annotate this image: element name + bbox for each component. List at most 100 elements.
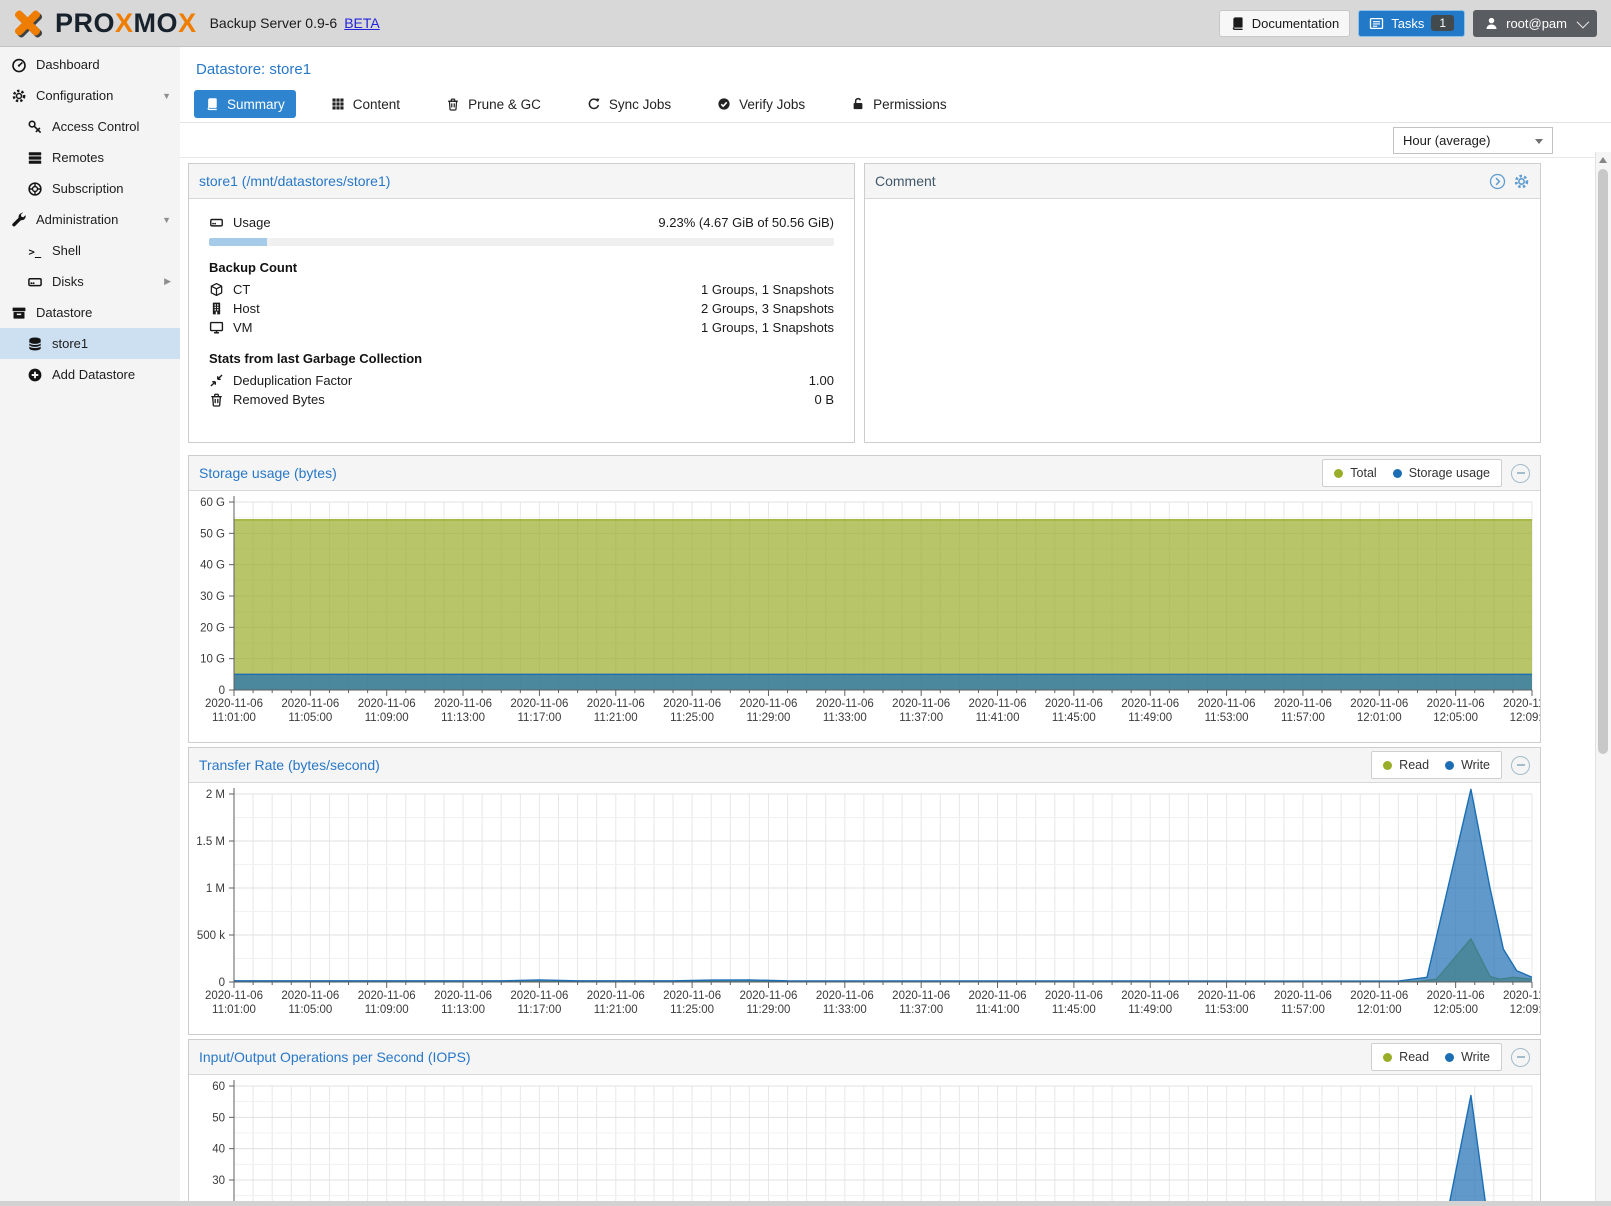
chevron-right-icon: ▶ [164, 276, 171, 286]
collapse-panel-button[interactable] [1511, 755, 1530, 775]
tab-summary[interactable]: Summary [194, 90, 296, 118]
legend-item-total[interactable]: Total [1334, 466, 1377, 480]
svg-text:11:13:00: 11:13:00 [441, 712, 485, 724]
datastore-summary-panel: store1 (/mnt/datastores/store1) Usage 9.… [188, 163, 855, 443]
page-title: Datastore: store1 [196, 61, 312, 78]
comment-panel-title: Comment [875, 173, 936, 189]
tasks-button[interactable]: Tasks 1 [1358, 9, 1466, 37]
legend-item-storage-usage[interactable]: Storage usage [1392, 466, 1490, 480]
collapse-panel-button[interactable] [1511, 463, 1530, 483]
lifering-icon [27, 181, 43, 197]
plus-circle-icon [27, 367, 43, 383]
legend-item-write[interactable]: Write [1445, 758, 1490, 772]
scrollbar-thumb[interactable] [1598, 169, 1608, 754]
tasks-count-badge: 1 [1431, 15, 1455, 31]
svg-text:60: 60 [212, 1081, 225, 1093]
sidebar-item-administration[interactable]: Administration ▼ [0, 204, 180, 235]
comment-panel-header: Comment [865, 164, 1540, 199]
tab-permissions[interactable]: Permissions [840, 90, 958, 118]
chevron-down-icon[interactable]: ▼ [162, 90, 171, 101]
minus-icon [1516, 472, 1525, 474]
tab-verify-jobs[interactable]: Verify Jobs [706, 90, 816, 118]
vertical-scrollbar[interactable] [1595, 152, 1611, 1206]
chart-canvas: 0 10 G 20 G 30 G 40 G 50 G 60 G 2020-11-06 11:01… [189, 491, 1540, 743]
sidebar-item-remotes[interactable]: Remotes [0, 142, 180, 173]
comment-panel: Comment [864, 163, 1541, 443]
svg-text:11:25:00: 11:25:00 [670, 1004, 714, 1016]
legend-item-read[interactable]: Read [1383, 1050, 1429, 1064]
tab-sync-jobs[interactable]: Sync Jobs [576, 90, 682, 118]
sidebar-item-store1[interactable]: store1 [0, 328, 180, 359]
sidebar-item-label: Remotes [52, 150, 105, 165]
svg-text:30: 30 [212, 1175, 225, 1187]
tachometer-icon [11, 57, 27, 73]
svg-text:11:57:00: 11:57:00 [1281, 712, 1325, 724]
gc-stats-rows: Deduplication Factor 1.00 Removed Bytes 0 B [209, 371, 834, 409]
svg-text:11:49:00: 11:49:00 [1128, 712, 1172, 724]
trash-icon [209, 392, 224, 407]
chart-legend: Read Write [1371, 1043, 1502, 1071]
chevron-down-icon[interactable]: ▼ [162, 214, 171, 225]
chevron-right-circle-icon[interactable] [1489, 173, 1506, 190]
timeframe-value: Hour (average) [1403, 132, 1491, 148]
sidebar-item-shell[interactable]: >_ Shell [0, 235, 180, 266]
svg-text:2020-11-06: 2020-11-06 [1274, 698, 1332, 710]
legend-dot-icon [1392, 468, 1402, 478]
svg-text:11:41:00: 11:41:00 [976, 1004, 1020, 1016]
tab-label: Content [352, 96, 401, 112]
chart-title: Input/Output Operations per Second (IOPS… [199, 1049, 471, 1065]
svg-text:2020-11-06: 2020-11-06 [1121, 698, 1179, 710]
datastore-summary-header: store1 (/mnt/datastores/store1) [189, 164, 854, 199]
svg-text:10 G: 10 G [200, 654, 225, 666]
legend-label: Total [1350, 466, 1377, 480]
legend-dot-icon [1383, 1052, 1393, 1062]
datastore-summary-title: store1 (/mnt/datastores/store1) [199, 173, 391, 189]
svg-text:2020-11-06: 2020-11-06 [1198, 990, 1256, 1002]
svg-text:2020-11-06: 2020-11-06 [1503, 990, 1540, 1002]
svg-text:2020-11-06: 2020-11-06 [1274, 990, 1332, 1002]
chart-header: Input/Output Operations per Second (IOPS… [189, 1040, 1540, 1075]
svg-text:11:21:00: 11:21:00 [594, 1004, 638, 1016]
sidebar-item-label: Subscription [52, 181, 124, 196]
storage-usage-chart-panel: Storage usage (bytes) Total Storage usage 0… [188, 455, 1541, 743]
timeframe-select[interactable]: Hour (average) [1393, 126, 1553, 154]
sidebar-item-dashboard[interactable]: Dashboard [0, 49, 180, 80]
documentation-button[interactable]: Documentation [1218, 9, 1351, 37]
stat-label: CT [233, 282, 251, 297]
gear-icon[interactable] [1513, 173, 1530, 190]
sidebar-item-configuration[interactable]: Configuration ▼ [0, 80, 180, 111]
legend-label: Read [1399, 758, 1430, 772]
svg-text:2020-11-06: 2020-11-06 [739, 990, 797, 1002]
legend-dot-icon [1445, 760, 1455, 770]
beta-link[interactable]: BETA [344, 15, 380, 31]
svg-text:11:33:00: 11:33:00 [823, 712, 867, 724]
user-menu-button[interactable]: root@pam [1473, 9, 1597, 37]
tab-prune-gc[interactable]: Prune & GC [435, 90, 552, 118]
scroll-up-arrow-icon[interactable] [1599, 157, 1607, 163]
collapse-panel-button[interactable] [1511, 1047, 1530, 1067]
sidebar-item-add-datastore[interactable]: Add Datastore [0, 359, 180, 390]
svg-text:40: 40 [212, 1144, 225, 1156]
stat-value: 1 Groups, 1 Snapshots [701, 320, 834, 335]
user-icon [1484, 16, 1499, 31]
tab-content[interactable]: Content [320, 90, 411, 118]
sidebar-item-label: Shell [52, 243, 81, 258]
sidebar-item-subscription[interactable]: Subscription [0, 173, 180, 204]
stat-value: 1 Groups, 1 Snapshots [701, 282, 834, 297]
proxmox-logo-icon [10, 6, 46, 40]
svg-text:2020-11-06: 2020-11-06 [358, 698, 416, 710]
terminal-icon: >_ [27, 243, 43, 259]
legend-item-read[interactable]: Read [1383, 758, 1429, 772]
sidebar-item-label: Datastore [36, 305, 93, 320]
sidebar-item-datastore[interactable]: Datastore [0, 297, 180, 328]
sidebar-item-disks[interactable]: Disks ▶ [0, 266, 180, 297]
sidebar-item-access-control[interactable]: Access Control [0, 111, 180, 142]
th-icon [331, 97, 345, 111]
svg-text:2020-11-06: 2020-11-06 [281, 990, 339, 1002]
svg-text:2020-11-06: 2020-11-06 [663, 990, 721, 1002]
tab-label: Prune & GC [468, 96, 541, 112]
legend-item-write[interactable]: Write [1445, 1050, 1490, 1064]
chart-header: Transfer Rate (bytes/second) Read Write [189, 748, 1540, 783]
sidebar-item-label: Administration [36, 212, 119, 227]
logo-letter: O [156, 7, 179, 38]
